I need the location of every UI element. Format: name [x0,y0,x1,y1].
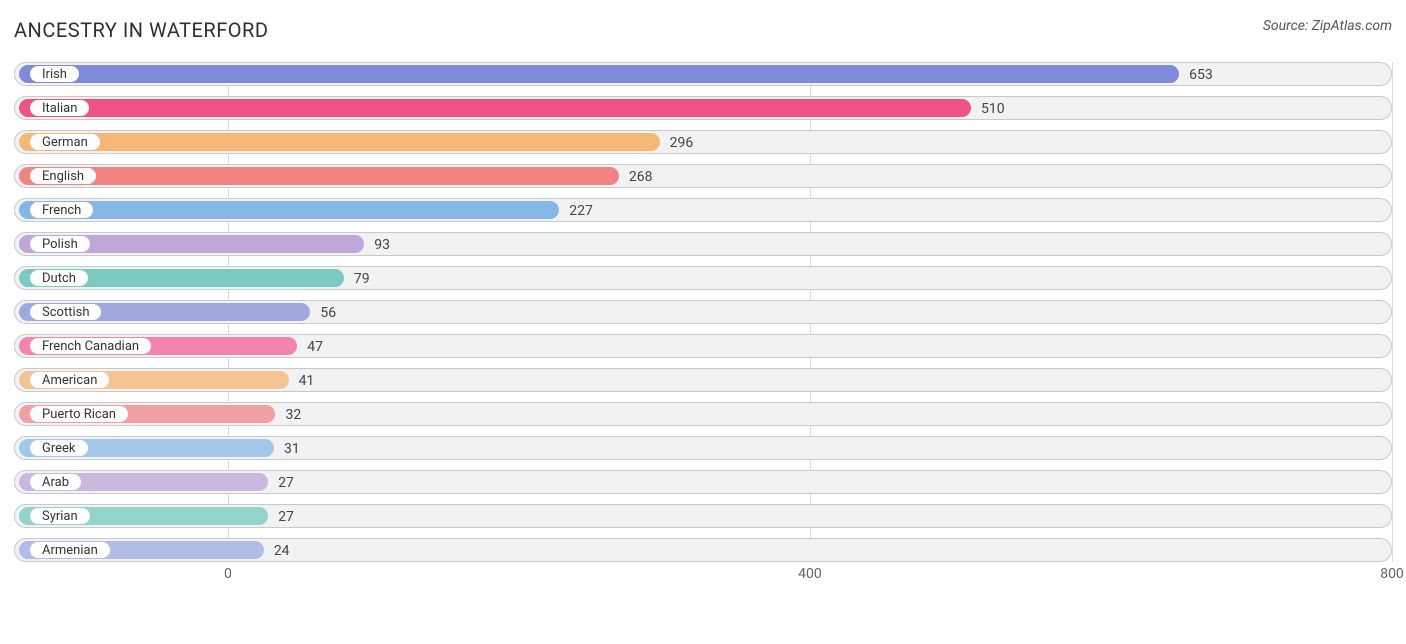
bar-value: 227 [559,199,593,223]
bar-track: French Canadian 47 [14,334,1392,358]
chart-header: ANCESTRY IN WATERFORD Source: ZipAtlas.c… [14,18,1392,42]
bar-track: Dutch 79 [14,266,1392,290]
bar-value: 27 [268,471,294,495]
bar-value: 653 [1179,63,1213,87]
bar-value: 24 [264,539,290,563]
bar [19,65,1179,83]
bar-label: Greek [29,439,89,457]
bar [19,99,971,117]
bar-track: Armenian 24 [14,538,1392,562]
chart-source: Source: ZipAtlas.com [1263,18,1392,34]
bar-label: American [29,371,110,389]
bar-label: Dutch [29,269,89,287]
bar-track: Syrian 27 [14,504,1392,528]
bar-value: 93 [364,233,390,257]
bar-label: German [29,133,101,151]
bar-track: American 41 [14,368,1392,392]
bar-track: Greek 31 [14,436,1392,460]
bar-track: German 296 [14,130,1392,154]
bar-track: Irish 653 [14,62,1392,86]
bar-label: English [29,167,97,185]
bar-label: Armenian [29,541,111,559]
bar-value: 79 [344,267,370,291]
bar-label: French Canadian [29,337,152,355]
bar-value: 27 [268,505,294,529]
bar-value: 31 [274,437,300,461]
chart-title: ANCESTRY IN WATERFORD [14,18,269,42]
bar-value: 32 [275,403,301,427]
axis-tick: 800 [1380,566,1404,582]
bar-track: Arab 27 [14,470,1392,494]
ancestry-chart: ANCESTRY IN WATERFORD Source: ZipAtlas.c… [0,0,1406,598]
bar-value: 47 [297,335,323,359]
bar-label: Italian [29,99,90,117]
bar-track: Puerto Rican 32 [14,402,1392,426]
bar [19,167,619,185]
axis-tick: 0 [224,566,232,582]
bar-value: 510 [971,97,1005,121]
bar-label: Scottish [29,303,102,321]
axis-tick: 400 [798,566,822,582]
bar-track: French 227 [14,198,1392,222]
bar-track: Italian 510 [14,96,1392,120]
bar-track: Scottish 56 [14,300,1392,324]
bar-label: Polish [29,235,91,253]
bar-value: 268 [619,165,653,189]
bar-label: Puerto Rican [29,405,129,423]
bar-value: 41 [289,369,315,393]
chart-plot: Irish 653 Italian 510 German 296 English 268 Fre… [14,62,1392,562]
bar-value: 296 [660,131,694,155]
x-axis: 0400800 [14,566,1392,590]
bar-label: Irish [29,65,80,83]
bar [19,133,660,151]
bar-value: 56 [310,301,336,325]
bar-track: English 268 [14,164,1392,188]
bar-label: French [29,201,94,219]
bar-label: Syrian [29,507,91,525]
gridline [1392,62,1393,562]
bar [19,201,559,219]
bar-label: Arab [29,473,82,491]
bar-track: Polish 93 [14,232,1392,256]
